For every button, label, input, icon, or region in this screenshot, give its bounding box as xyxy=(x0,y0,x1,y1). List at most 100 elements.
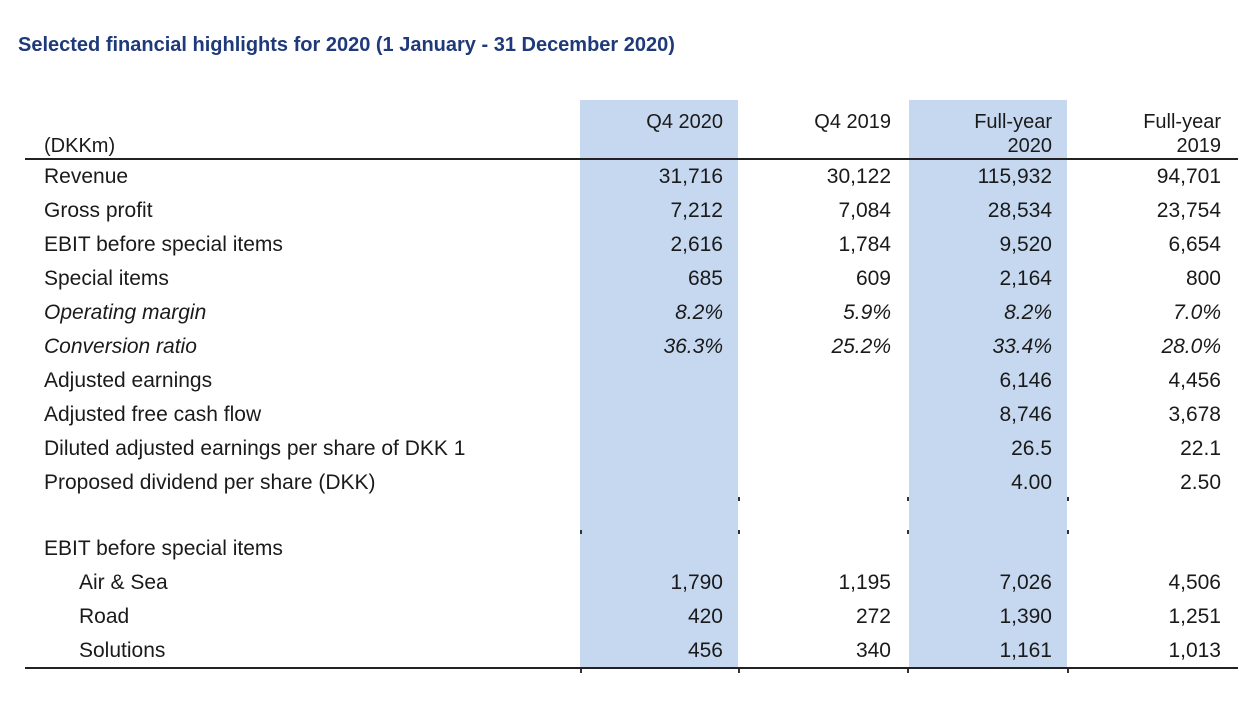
cell-q4-2020: 7,212 xyxy=(670,199,723,222)
column-header-line2: Q4 2019 xyxy=(814,111,891,133)
column-header-line1: Full-year xyxy=(1143,111,1221,133)
row-label: Special items xyxy=(44,267,169,290)
table-row: Conversion ratio 36.3% 25.2% 33.4% 28.0% xyxy=(0,330,1250,364)
row-label: Adjusted free cash flow xyxy=(44,403,262,426)
row-label: Operating margin xyxy=(44,301,207,324)
cell-fy-2020: 7,026 xyxy=(999,571,1052,594)
header-rule xyxy=(25,158,1238,160)
column-header-line2: 2020 xyxy=(1007,135,1053,157)
cell-fy-2019: 2.50 xyxy=(1180,471,1221,494)
cell-fy-2020: 8.2% xyxy=(1004,301,1052,324)
column-edge-tick xyxy=(580,530,582,534)
unit-label: (DKKm) xyxy=(44,135,116,157)
cell-fy-2020: 33.4% xyxy=(992,335,1052,358)
cell-fy-2019: 6,654 xyxy=(1168,233,1221,256)
cell-fy-2019: 4,506 xyxy=(1168,571,1221,594)
table-row: Proposed dividend per share (DKK) 4.00 2… xyxy=(0,466,1250,500)
table-row-spacer xyxy=(0,500,1250,534)
cell-fy-2019: 1,013 xyxy=(1168,639,1221,662)
cell-fy-2020: 115,932 xyxy=(977,165,1052,188)
cell-fy-2020: 26.5 xyxy=(1011,437,1052,460)
table-row: Special items 685 609 2,164 800 xyxy=(0,262,1250,296)
column-header-q4-2019: Q4 2019 xyxy=(751,110,891,134)
cell-fy-2019: 1,251 xyxy=(1168,605,1221,628)
cell-fy-2020: 6,146 xyxy=(999,369,1052,392)
row-label: Gross profit xyxy=(44,199,153,222)
cell-q4-2019: 1,195 xyxy=(838,571,891,594)
cell-fy-2020: 2,164 xyxy=(999,267,1052,290)
cell-q4-2019: 5.9% xyxy=(843,301,891,324)
page-title: Selected financial highlights for 2020 (… xyxy=(18,34,675,56)
column-header-full-year-2019: Full-year 2019 xyxy=(1081,110,1221,158)
cell-q4-2020: 31,716 xyxy=(658,165,723,188)
cell-fy-2019: 23,754 xyxy=(1156,199,1221,222)
cell-q4-2020: 36.3% xyxy=(663,335,723,358)
column-header-line1: Full-year xyxy=(974,111,1052,133)
cell-q4-2020: 420 xyxy=(687,605,723,628)
cell-q4-2020: 2,616 xyxy=(670,233,723,256)
cell-fy-2020: 1,390 xyxy=(999,605,1052,628)
cell-q4-2019: 609 xyxy=(855,267,891,290)
footer-rule xyxy=(25,667,1238,669)
cell-fy-2019: 28.0% xyxy=(1161,335,1221,358)
table-row: Gross profit 7,212 7,084 28,534 23,754 xyxy=(0,194,1250,228)
cell-q4-2020: 1,790 xyxy=(670,571,723,594)
table-row: EBIT before special items 2,616 1,784 9,… xyxy=(0,228,1250,262)
cell-q4-2020: 685 xyxy=(687,267,723,290)
table-row: Road 420 272 1,390 1,251 xyxy=(0,600,1250,634)
cell-fy-2020: 1,161 xyxy=(999,639,1052,662)
row-label: EBIT before special items xyxy=(44,233,283,256)
row-label: Adjusted earnings xyxy=(44,369,213,392)
row-label: Solutions xyxy=(79,639,166,662)
table-row: Adjusted free cash flow 8,746 3,678 xyxy=(0,398,1250,432)
column-edge-tick xyxy=(738,530,740,534)
row-label: Proposed dividend per share (DKK) xyxy=(44,471,376,494)
column-edge-tick xyxy=(580,669,582,673)
cell-q4-2019: 1,784 xyxy=(838,233,891,256)
cell-fy-2019: 94,701 xyxy=(1156,165,1221,188)
column-edge-tick xyxy=(907,530,909,534)
cell-fy-2019: 800 xyxy=(1185,267,1221,290)
cell-fy-2020: 28,534 xyxy=(987,199,1052,222)
table-row: Diluted adjusted earnings per share of D… xyxy=(0,432,1250,466)
table-row: Air & Sea 1,790 1,195 7,026 4,506 xyxy=(0,566,1250,600)
table-row: Revenue 31,716 30,122 115,932 94,701 xyxy=(0,160,1250,194)
column-edge-tick xyxy=(907,669,909,673)
column-header-line2: 2019 xyxy=(1176,135,1222,157)
cell-fy-2020: 9,520 xyxy=(999,233,1052,256)
column-edge-tick xyxy=(1067,530,1069,534)
cell-fy-2020: 4.00 xyxy=(1011,471,1052,494)
cell-q4-2020: 8.2% xyxy=(675,301,723,324)
cell-fy-2019: 7.0% xyxy=(1173,301,1221,324)
cell-q4-2019: 340 xyxy=(855,639,891,662)
table-row: EBIT before special items xyxy=(0,532,1250,566)
full-year-2020-column-highlight xyxy=(909,100,1067,668)
q4-2020-column-highlight xyxy=(580,100,738,668)
cell-q4-2019: 7,084 xyxy=(838,199,891,222)
table-row: Adjusted earnings 6,146 4,456 xyxy=(0,364,1250,398)
cell-fy-2019: 4,456 xyxy=(1168,369,1221,392)
column-edge-tick xyxy=(738,669,740,673)
column-edge-tick xyxy=(907,497,909,501)
table-row: Solutions 456 340 1,161 1,013 xyxy=(0,634,1250,668)
cell-fy-2019: 22.1 xyxy=(1180,437,1221,460)
cell-q4-2020: 456 xyxy=(687,639,723,662)
row-label: Revenue xyxy=(44,165,129,188)
cell-fy-2019: 3,678 xyxy=(1168,403,1221,426)
column-edge-tick xyxy=(1067,497,1069,501)
cell-q4-2019: 25.2% xyxy=(831,335,891,358)
row-label: EBIT before special items xyxy=(44,537,283,560)
cell-q4-2019: 272 xyxy=(855,605,891,628)
table-row: Operating margin 8.2% 5.9% 8.2% 7.0% xyxy=(0,296,1250,330)
column-header-line2: Q4 2020 xyxy=(646,111,723,133)
cell-fy-2020: 8,746 xyxy=(999,403,1052,426)
column-edge-tick xyxy=(1067,669,1069,673)
row-label: Air & Sea xyxy=(79,571,168,594)
row-label: Road xyxy=(79,605,130,628)
column-edge-tick xyxy=(738,497,740,501)
row-label: Diluted adjusted earnings per share of D… xyxy=(44,437,466,460)
column-header-full-year-2020: Full-year 2020 xyxy=(912,110,1052,158)
cell-q4-2019: 30,122 xyxy=(826,165,891,188)
column-header-q4-2020: Q4 2020 xyxy=(583,110,723,134)
row-label: Conversion ratio xyxy=(44,335,197,358)
